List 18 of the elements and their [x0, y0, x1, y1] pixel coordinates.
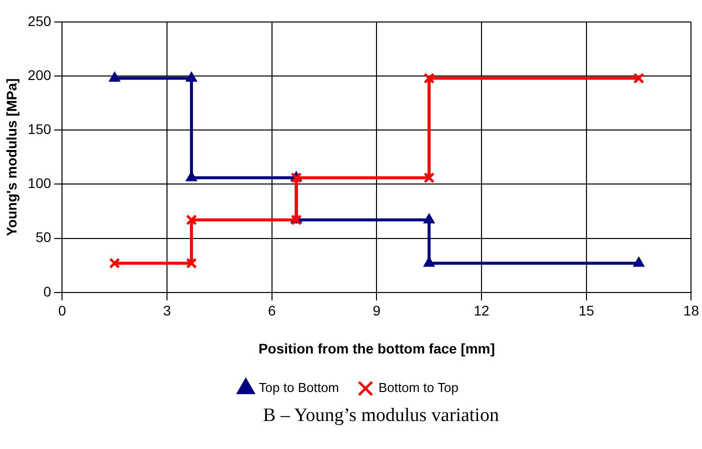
text: B – Young’s modulus variation — [262, 405, 500, 427]
legend-label: Bottom to Top — [378, 380, 458, 396]
x-tick-label: 12 — [474, 302, 490, 319]
y-tick-label: 150 — [28, 121, 52, 138]
x-tick-label: 9 — [372, 302, 381, 319]
x-tick-label: 18 — [683, 302, 700, 319]
x-axis-title: Position from the bottom face [mm] — [258, 340, 495, 356]
y-tick-label: 0 — [43, 283, 52, 300]
x-tick-label: 0 — [58, 302, 66, 319]
y-tick-label: 200 — [28, 66, 52, 83]
y-tick-label: 250 — [28, 12, 52, 29]
y-axis-title: Young's modulus [MPa] — [3, 78, 20, 236]
y-tick-label: 50 — [36, 229, 52, 246]
legend-label: Top to Bottom — [258, 380, 340, 396]
y-tick-label: 100 — [28, 175, 52, 192]
x-tick-label: 3 — [163, 302, 172, 319]
x-tick-label: 15 — [578, 302, 594, 319]
x-tick-label: 6 — [268, 302, 276, 319]
